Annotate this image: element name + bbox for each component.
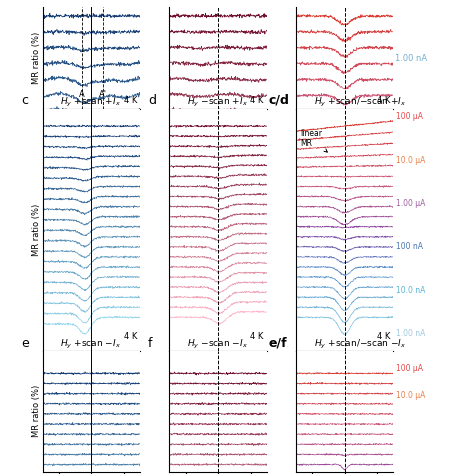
Text: A: A — [79, 90, 84, 99]
X-axis label: $\mu_0 H$ (T): $\mu_0 H$ (T) — [76, 125, 107, 138]
Text: $H_y$ +scan $-I_x$: $H_y$ +scan $-I_x$ — [60, 338, 121, 351]
X-axis label: $\mu_0 H$ (T): $\mu_0 H$ (T) — [76, 367, 107, 380]
Text: e: e — [21, 337, 29, 350]
Text: 1.00 μA: 1.00 μA — [396, 199, 426, 208]
Text: c: c — [21, 94, 28, 107]
Text: 4 K: 4 K — [377, 332, 391, 341]
Text: 10.0 nA: 10.0 nA — [396, 286, 426, 295]
Text: $H_y$ +scan/$-$scan $+I_x$: $H_y$ +scan/$-$scan $+I_x$ — [313, 96, 406, 109]
Text: 100 nA: 100 nA — [396, 243, 423, 252]
X-axis label: $\mu_0 H$ (T): $\mu_0 H$ (T) — [202, 125, 234, 138]
Text: $H_y$ $-$scan $-I_x$: $H_y$ $-$scan $-I_x$ — [187, 338, 248, 351]
Text: A': A' — [99, 90, 107, 99]
Text: 10.0 μA: 10.0 μA — [396, 155, 426, 164]
Text: 100 μA: 100 μA — [396, 365, 423, 374]
Text: 10.0 μA: 10.0 μA — [396, 391, 426, 400]
Text: 4 K: 4 K — [377, 96, 391, 105]
Text: 4 K: 4 K — [124, 332, 137, 341]
Y-axis label: MR ratio (%): MR ratio (%) — [32, 204, 41, 256]
Text: 1.00 nA: 1.00 nA — [395, 54, 428, 63]
Text: 4 K: 4 K — [124, 96, 137, 105]
Text: $H_y$ +scan $+I_x$: $H_y$ +scan $+I_x$ — [60, 96, 121, 109]
X-axis label: $\mu_0 H$ (T): $\mu_0 H$ (T) — [329, 367, 360, 380]
Text: 4 K: 4 K — [250, 96, 264, 105]
Text: f: f — [148, 337, 152, 350]
Y-axis label: MR ratio (%): MR ratio (%) — [32, 385, 41, 438]
Text: linear
MR: linear MR — [300, 128, 328, 152]
Text: $H_y$ +scan/$-$scan $-I_x$: $H_y$ +scan/$-$scan $-I_x$ — [313, 338, 406, 351]
X-axis label: $\mu_0 H$ (T): $\mu_0 H$ (T) — [202, 367, 234, 380]
Text: d: d — [148, 94, 156, 107]
Text: $H_y$ $-$scan $+I_x$: $H_y$ $-$scan $+I_x$ — [187, 96, 248, 109]
X-axis label: $\mu_0 H$ (T): $\mu_0 H$ (T) — [329, 125, 360, 138]
Y-axis label: MR ratio (%): MR ratio (%) — [32, 32, 41, 84]
Text: 4 K: 4 K — [250, 332, 264, 341]
Text: 1.00 nA: 1.00 nA — [396, 329, 426, 338]
Text: 100 μA: 100 μA — [396, 112, 423, 121]
Text: c/d: c/d — [269, 94, 290, 107]
Text: e/f: e/f — [269, 337, 287, 350]
